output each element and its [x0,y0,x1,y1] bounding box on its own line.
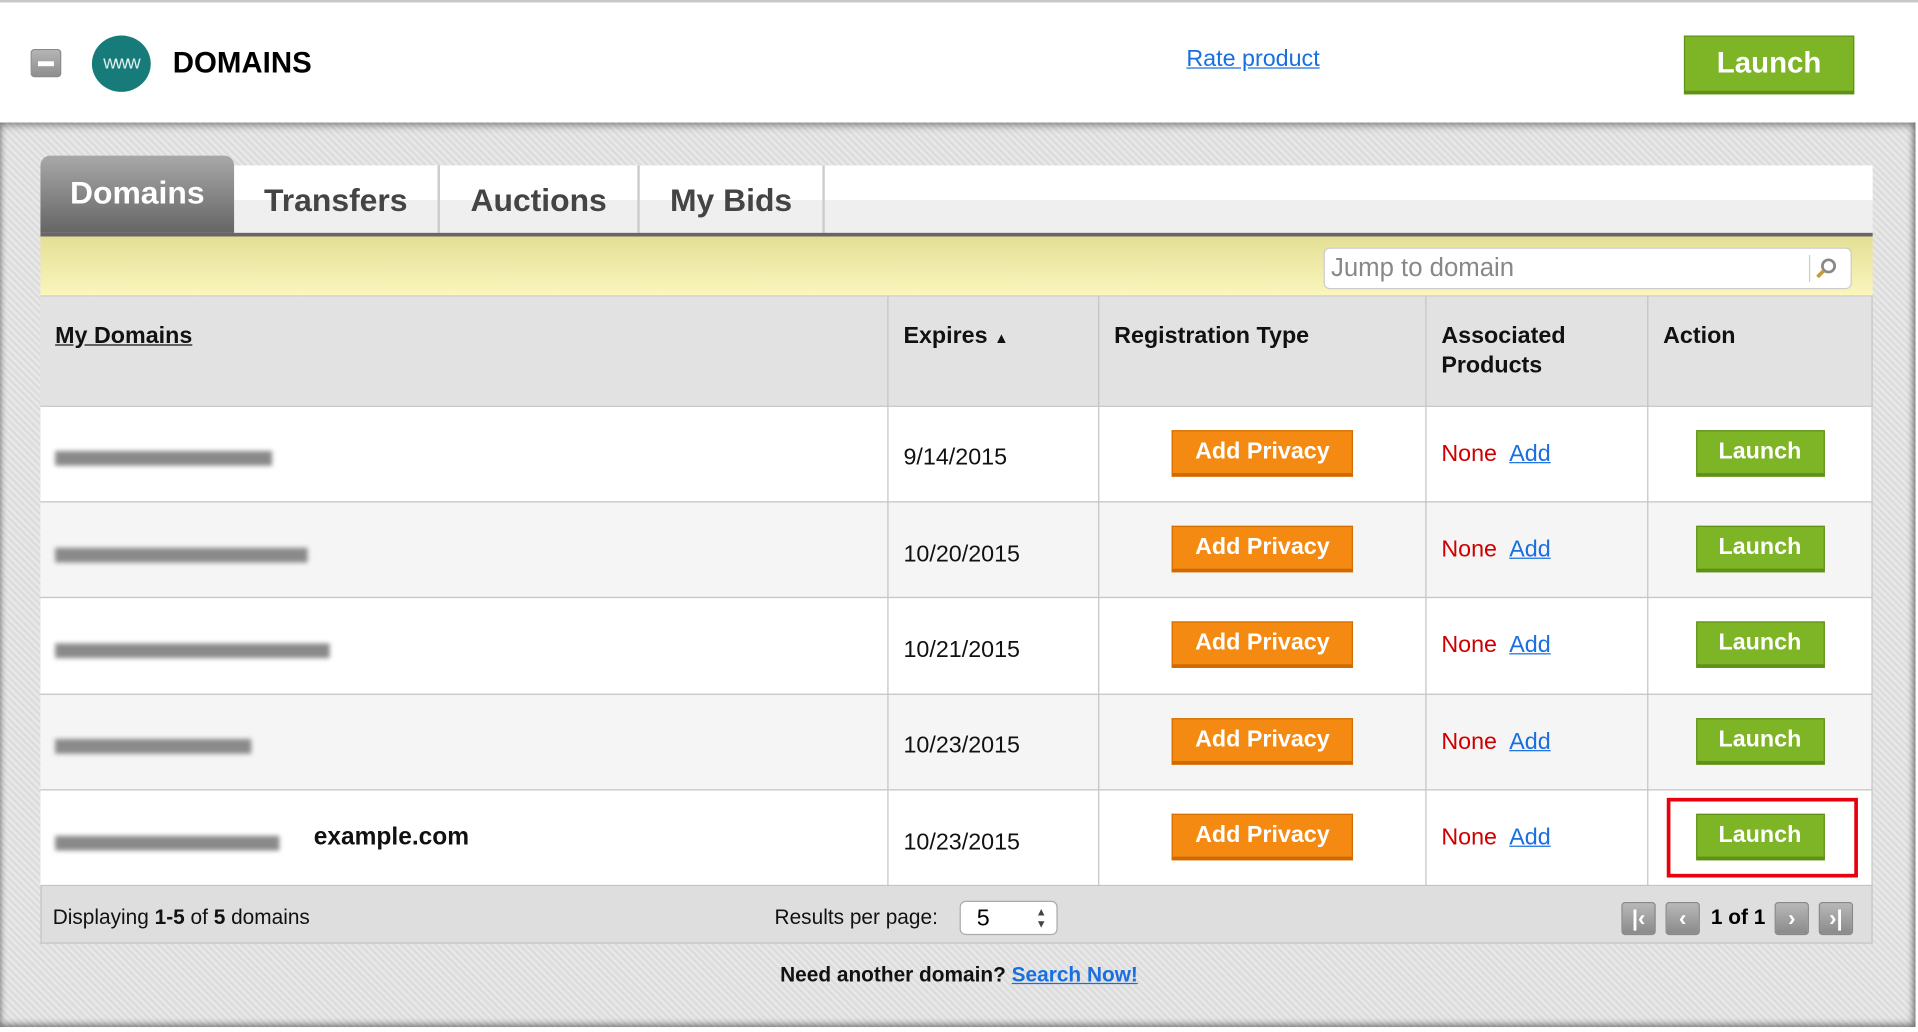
registration-cell: Add Privacy [1098,789,1427,887]
search-icon[interactable] [1808,254,1841,282]
action-cell: Launch [1647,405,1873,503]
header-my-domains[interactable]: My Domains [40,296,889,407]
search-prompt: Need another domain? Search Now! [780,963,1138,987]
expires-cell: 10/23/2015 [888,789,1100,887]
blurred-domain-name[interactable] [55,836,280,851]
add-product-link[interactable]: Add [1509,536,1551,563]
products-none: None [1441,728,1497,755]
previous-page-button[interactable]: ‹ [1665,902,1700,936]
rate-product-link[interactable]: Rate product [1186,46,1320,73]
www-globe-icon: www [91,35,151,92]
table-row: 10/20/2015 Add Privacy None Add Launch [40,501,1873,599]
add-product-link[interactable]: Add [1509,728,1551,755]
domain-cell[interactable] [40,597,889,695]
tab-transfers[interactable]: Transfers [234,165,440,233]
header-action: Action [1647,296,1873,407]
add-privacy-button[interactable]: Add Privacy [1171,621,1354,669]
registration-cell: Add Privacy [1098,405,1427,503]
header-associated-products: Associated Products [1425,296,1649,407]
action-cell: Launch [1647,789,1873,887]
jump-to-domain-input[interactable] [1330,252,1797,285]
blurred-domain-name[interactable] [55,643,330,659]
blurred-domain-name[interactable] [55,547,308,562]
tab-domains[interactable]: Domains [40,155,235,233]
launch-button[interactable]: Launch [1695,813,1825,861]
launch-button[interactable]: Launch [1695,717,1825,765]
example-domain-label: example.com [313,823,470,851]
blurred-domain-name[interactable] [55,451,273,466]
launch-button-header[interactable]: Launch [1683,35,1855,95]
tab-my-bids[interactable]: My Bids [640,165,825,233]
results-per-page-select[interactable]: 5 ▲ ▼ [959,900,1058,936]
launch-button[interactable]: Launch [1695,429,1825,477]
products-cell: None Add [1425,693,1649,791]
page-title: DOMAINS [172,46,312,80]
expires-cell: 10/20/2015 [888,501,1100,599]
collapse-minus-icon[interactable] [30,49,62,78]
tab-strip [40,165,1873,233]
domain-cell[interactable] [40,405,889,503]
table-row: example.com 10/23/2015 Add Privacy None A… [40,789,1873,887]
add-product-link[interactable]: Add [1509,440,1551,467]
expires-cell: 10/21/2015 [888,597,1100,695]
expires-cell: 9/14/2015 [888,405,1100,503]
last-page-button[interactable]: ›| [1818,902,1854,936]
add-privacy-button[interactable]: Add Privacy [1171,525,1354,573]
table-footer: Displaying 1-5 of 5 domains Results per … [40,886,1873,944]
tab-auctions[interactable]: Auctions [440,165,640,233]
jump-to-domain-field[interactable] [1323,247,1852,290]
products-cell: None Add [1425,501,1649,599]
products-cell: None Add [1425,789,1649,887]
domain-cell[interactable] [40,501,889,599]
domain-cell[interactable]: example.com [40,789,889,887]
app-header [0,0,1918,123]
select-arrows-icon: ▲ ▼ [1035,905,1047,931]
first-page-button[interactable]: |‹ [1621,902,1656,936]
blurred-domain-name[interactable] [55,739,252,755]
products-none: None [1441,632,1497,659]
page-info: 1 of 1 [1710,905,1766,929]
table-row: 10/21/2015 Add Privacy None Add Launch [40,597,1873,695]
tab-divider [40,232,1873,237]
action-cell: Launch [1647,597,1873,695]
add-product-link[interactable]: Add [1509,632,1551,659]
add-privacy-button[interactable]: Add Privacy [1171,429,1354,477]
launch-button[interactable]: Launch [1695,621,1825,669]
products-none: None [1441,536,1497,563]
header-expires[interactable]: Expires ▲ [888,296,1100,407]
products-cell: None Add [1425,405,1649,503]
action-cell: Launch [1647,693,1873,791]
results-per-page-label: Results per page: [774,905,938,929]
registration-cell: Add Privacy [1098,501,1427,599]
next-page-button[interactable]: › [1774,902,1809,936]
displaying-count: Displaying 1-5 of 5 domains [52,905,310,929]
products-none: None [1441,440,1497,467]
add-privacy-button[interactable]: Add Privacy [1171,717,1354,765]
header-registration-type: Registration Type [1098,296,1427,407]
domain-cell[interactable] [40,693,889,791]
sort-ascending-icon: ▲ [994,329,1009,347]
domains-table: My Domains Expires ▲ Registration Type A… [40,296,1873,887]
products-none: None [1441,824,1497,851]
action-cell: Launch [1647,501,1873,599]
registration-cell: Add Privacy [1098,693,1427,791]
registration-cell: Add Privacy [1098,597,1427,695]
products-cell: None Add [1425,597,1649,695]
highlight-box [1666,797,1858,878]
search-now-link[interactable]: Search Now! [1011,963,1138,987]
table-row: 9/14/2015 Add Privacy None Add Launch [40,405,1873,503]
launch-button[interactable]: Launch [1695,525,1825,573]
add-product-link[interactable]: Add [1509,824,1551,851]
table-row: 10/23/2015 Add Privacy None Add Launch [40,693,1873,791]
add-privacy-button[interactable]: Add Privacy [1171,813,1354,861]
expires-cell: 10/23/2015 [888,693,1100,791]
